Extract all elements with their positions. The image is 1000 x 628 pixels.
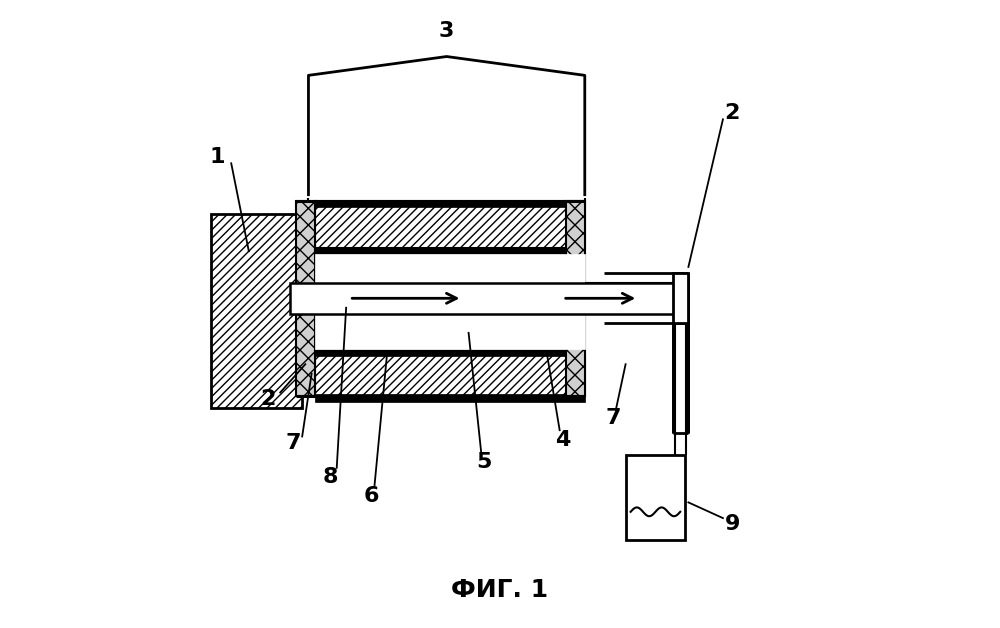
Text: 9: 9 <box>725 514 740 534</box>
Text: 1: 1 <box>210 147 225 167</box>
Bar <box>315 254 585 349</box>
Bar <box>315 394 585 402</box>
Text: 3: 3 <box>439 21 454 41</box>
Bar <box>315 349 585 356</box>
Text: 8: 8 <box>323 467 338 487</box>
Bar <box>315 355 585 396</box>
Bar <box>290 283 676 314</box>
Text: 7: 7 <box>605 408 621 428</box>
Text: 5: 5 <box>477 452 492 472</box>
Text: 6: 6 <box>364 486 379 506</box>
Text: ФИГ. 1: ФИГ. 1 <box>451 578 549 602</box>
Bar <box>315 200 585 207</box>
Bar <box>626 455 685 540</box>
Bar <box>315 201 585 248</box>
Bar <box>673 273 688 323</box>
Text: 4: 4 <box>555 430 570 450</box>
Text: 7: 7 <box>285 433 301 453</box>
Text: 2: 2 <box>260 389 275 409</box>
Text: 2: 2 <box>725 103 740 123</box>
Bar <box>315 247 585 254</box>
Bar <box>566 201 585 396</box>
Bar <box>211 214 302 408</box>
Bar <box>296 201 315 396</box>
